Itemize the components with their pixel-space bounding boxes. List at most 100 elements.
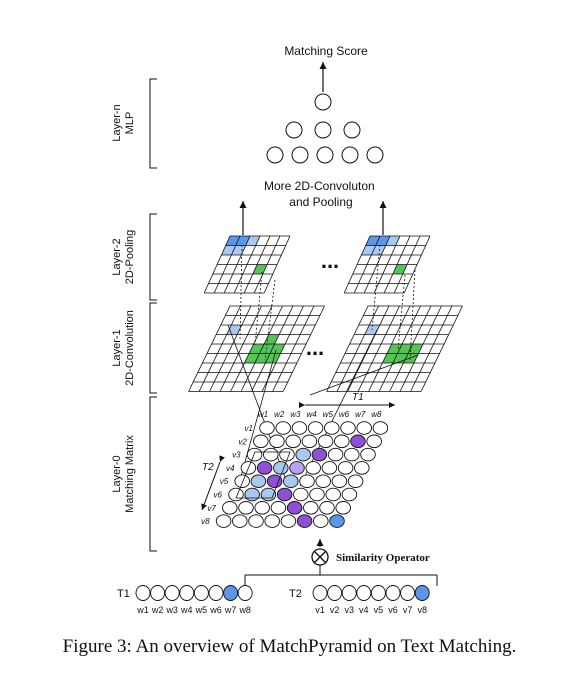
- mlp-neuron: [266, 146, 284, 164]
- t2-word-label: v8: [417, 605, 427, 615]
- matrix-cell: [317, 434, 334, 449]
- matrix-cell: [344, 447, 360, 462]
- matrix-col-label: w7: [355, 410, 366, 419]
- grid-line: [282, 305, 325, 392]
- t2-token: [414, 585, 430, 601]
- bracket-layer-1: [149, 302, 157, 394]
- matrix-row-label: v7: [207, 504, 216, 513]
- matrix-cell: [238, 501, 254, 515]
- dotted-lines: [239, 244, 416, 361]
- matrix-cell: [299, 474, 315, 488]
- grid-line: [393, 235, 421, 294]
- t1-word-label: w8: [238, 605, 251, 615]
- bracket-layer-2: [149, 213, 157, 301]
- t1-word-label: w3: [165, 605, 178, 615]
- mlp-neuron: [285, 121, 303, 139]
- t1-span-label: T1: [352, 392, 364, 403]
- grid-line: [219, 305, 262, 392]
- mlp-neuron: [343, 121, 361, 139]
- matrix-cell: [372, 421, 389, 435]
- mlp-neuron: [314, 93, 332, 111]
- t1-token: [179, 585, 195, 601]
- matrix-cell: [334, 434, 350, 449]
- t2-label: T2: [289, 588, 302, 600]
- grid-line: [378, 305, 421, 392]
- grid-line: [188, 305, 231, 392]
- t2-word-label: v5: [374, 605, 384, 615]
- similarity-operator-label: Similarity Operator: [336, 552, 430, 564]
- matrix-cell: [232, 514, 248, 528]
- t1-token: [164, 585, 180, 601]
- t2-word-label: v6: [388, 605, 398, 615]
- matrix-cell: [293, 487, 309, 502]
- layer-brackets: [149, 78, 157, 552]
- grid-line: [253, 235, 281, 294]
- matrix-cell: [354, 461, 370, 475]
- t2-word-label: v1: [315, 605, 325, 615]
- matrix-cell: [280, 514, 297, 528]
- matrix-cell: [250, 474, 267, 488]
- t2-token: [370, 585, 386, 601]
- matrix-cell: [347, 474, 364, 488]
- matrix-cell: [356, 421, 372, 435]
- matrix-col-label: w8: [371, 410, 382, 419]
- matrix-cell: [337, 461, 354, 475]
- matrix-cell: [222, 501, 238, 515]
- matrix-cell: [291, 421, 308, 435]
- grid-line: [410, 305, 453, 392]
- layer-labels: Layer-nMLP Layer-22D-Pooling Layer-12D-C…: [111, 104, 136, 512]
- t1-word-label: w2: [151, 605, 164, 615]
- grid-line: [209, 305, 252, 392]
- matrix-cell: [313, 514, 329, 528]
- grid-line: [368, 305, 411, 392]
- mlp-neuron: [314, 121, 332, 139]
- matrix-cell: [270, 501, 287, 515]
- conv-window-outline: [235, 451, 291, 499]
- matrix-cell: [264, 514, 280, 528]
- matrix-cell: [285, 434, 301, 449]
- matchpyramid-diagram: Layer-nMLP Layer-22D-Pooling Layer-12D-C…: [111, 44, 463, 615]
- matrix-cell: [350, 434, 366, 449]
- matrix-cell: [259, 421, 275, 435]
- grid-line: [261, 305, 304, 392]
- matrix-cell: [253, 434, 269, 449]
- grid-line: [263, 235, 291, 294]
- mlp-neuron: [341, 146, 359, 164]
- t2-span-arrow: [201, 455, 225, 511]
- pooling-label: More 2D-Convoluton and Pooling: [264, 179, 378, 209]
- t2-token: [356, 585, 372, 601]
- matrix-col-label: w4: [306, 410, 317, 419]
- matching-score-label: Matching Score: [284, 44, 368, 58]
- matrix-cell: [295, 447, 311, 462]
- convolution-grid-right: [326, 305, 463, 392]
- matrix-cell: [228, 487, 244, 502]
- t1-token: [193, 585, 209, 601]
- t2-word-label: v7: [403, 605, 413, 615]
- matrix-cell: [307, 421, 324, 435]
- mlp-neuron: [291, 146, 309, 164]
- matrix-col-label: w2: [274, 410, 285, 419]
- matrix-cell: [266, 474, 283, 488]
- matrix-cell: [234, 474, 250, 488]
- matrix-cell: [366, 434, 382, 449]
- matrix-cell: [340, 421, 356, 435]
- matrix-row-label: v2: [238, 437, 247, 446]
- matrix-cell: [215, 514, 232, 528]
- matrix-cell: [331, 474, 348, 488]
- matrix-cell: [269, 434, 285, 449]
- grid-line: [230, 305, 273, 392]
- connection-lines: [227, 324, 419, 487]
- grid-line: [251, 305, 294, 392]
- matrix-col-label: w1: [258, 410, 268, 419]
- t1-token: [135, 585, 151, 601]
- matrix-cell: [246, 447, 263, 462]
- t1-token: [237, 585, 253, 601]
- matrix-cell: [303, 501, 319, 515]
- t1-word-label: w4: [180, 605, 193, 615]
- t2-word-label: v4: [359, 605, 369, 615]
- matrix-cell: [324, 421, 340, 435]
- matrix-cell: [276, 487, 293, 502]
- matrix-cell: [273, 461, 289, 475]
- matrix-row-label: v3: [232, 451, 241, 460]
- t1-word-label: w5: [195, 605, 208, 615]
